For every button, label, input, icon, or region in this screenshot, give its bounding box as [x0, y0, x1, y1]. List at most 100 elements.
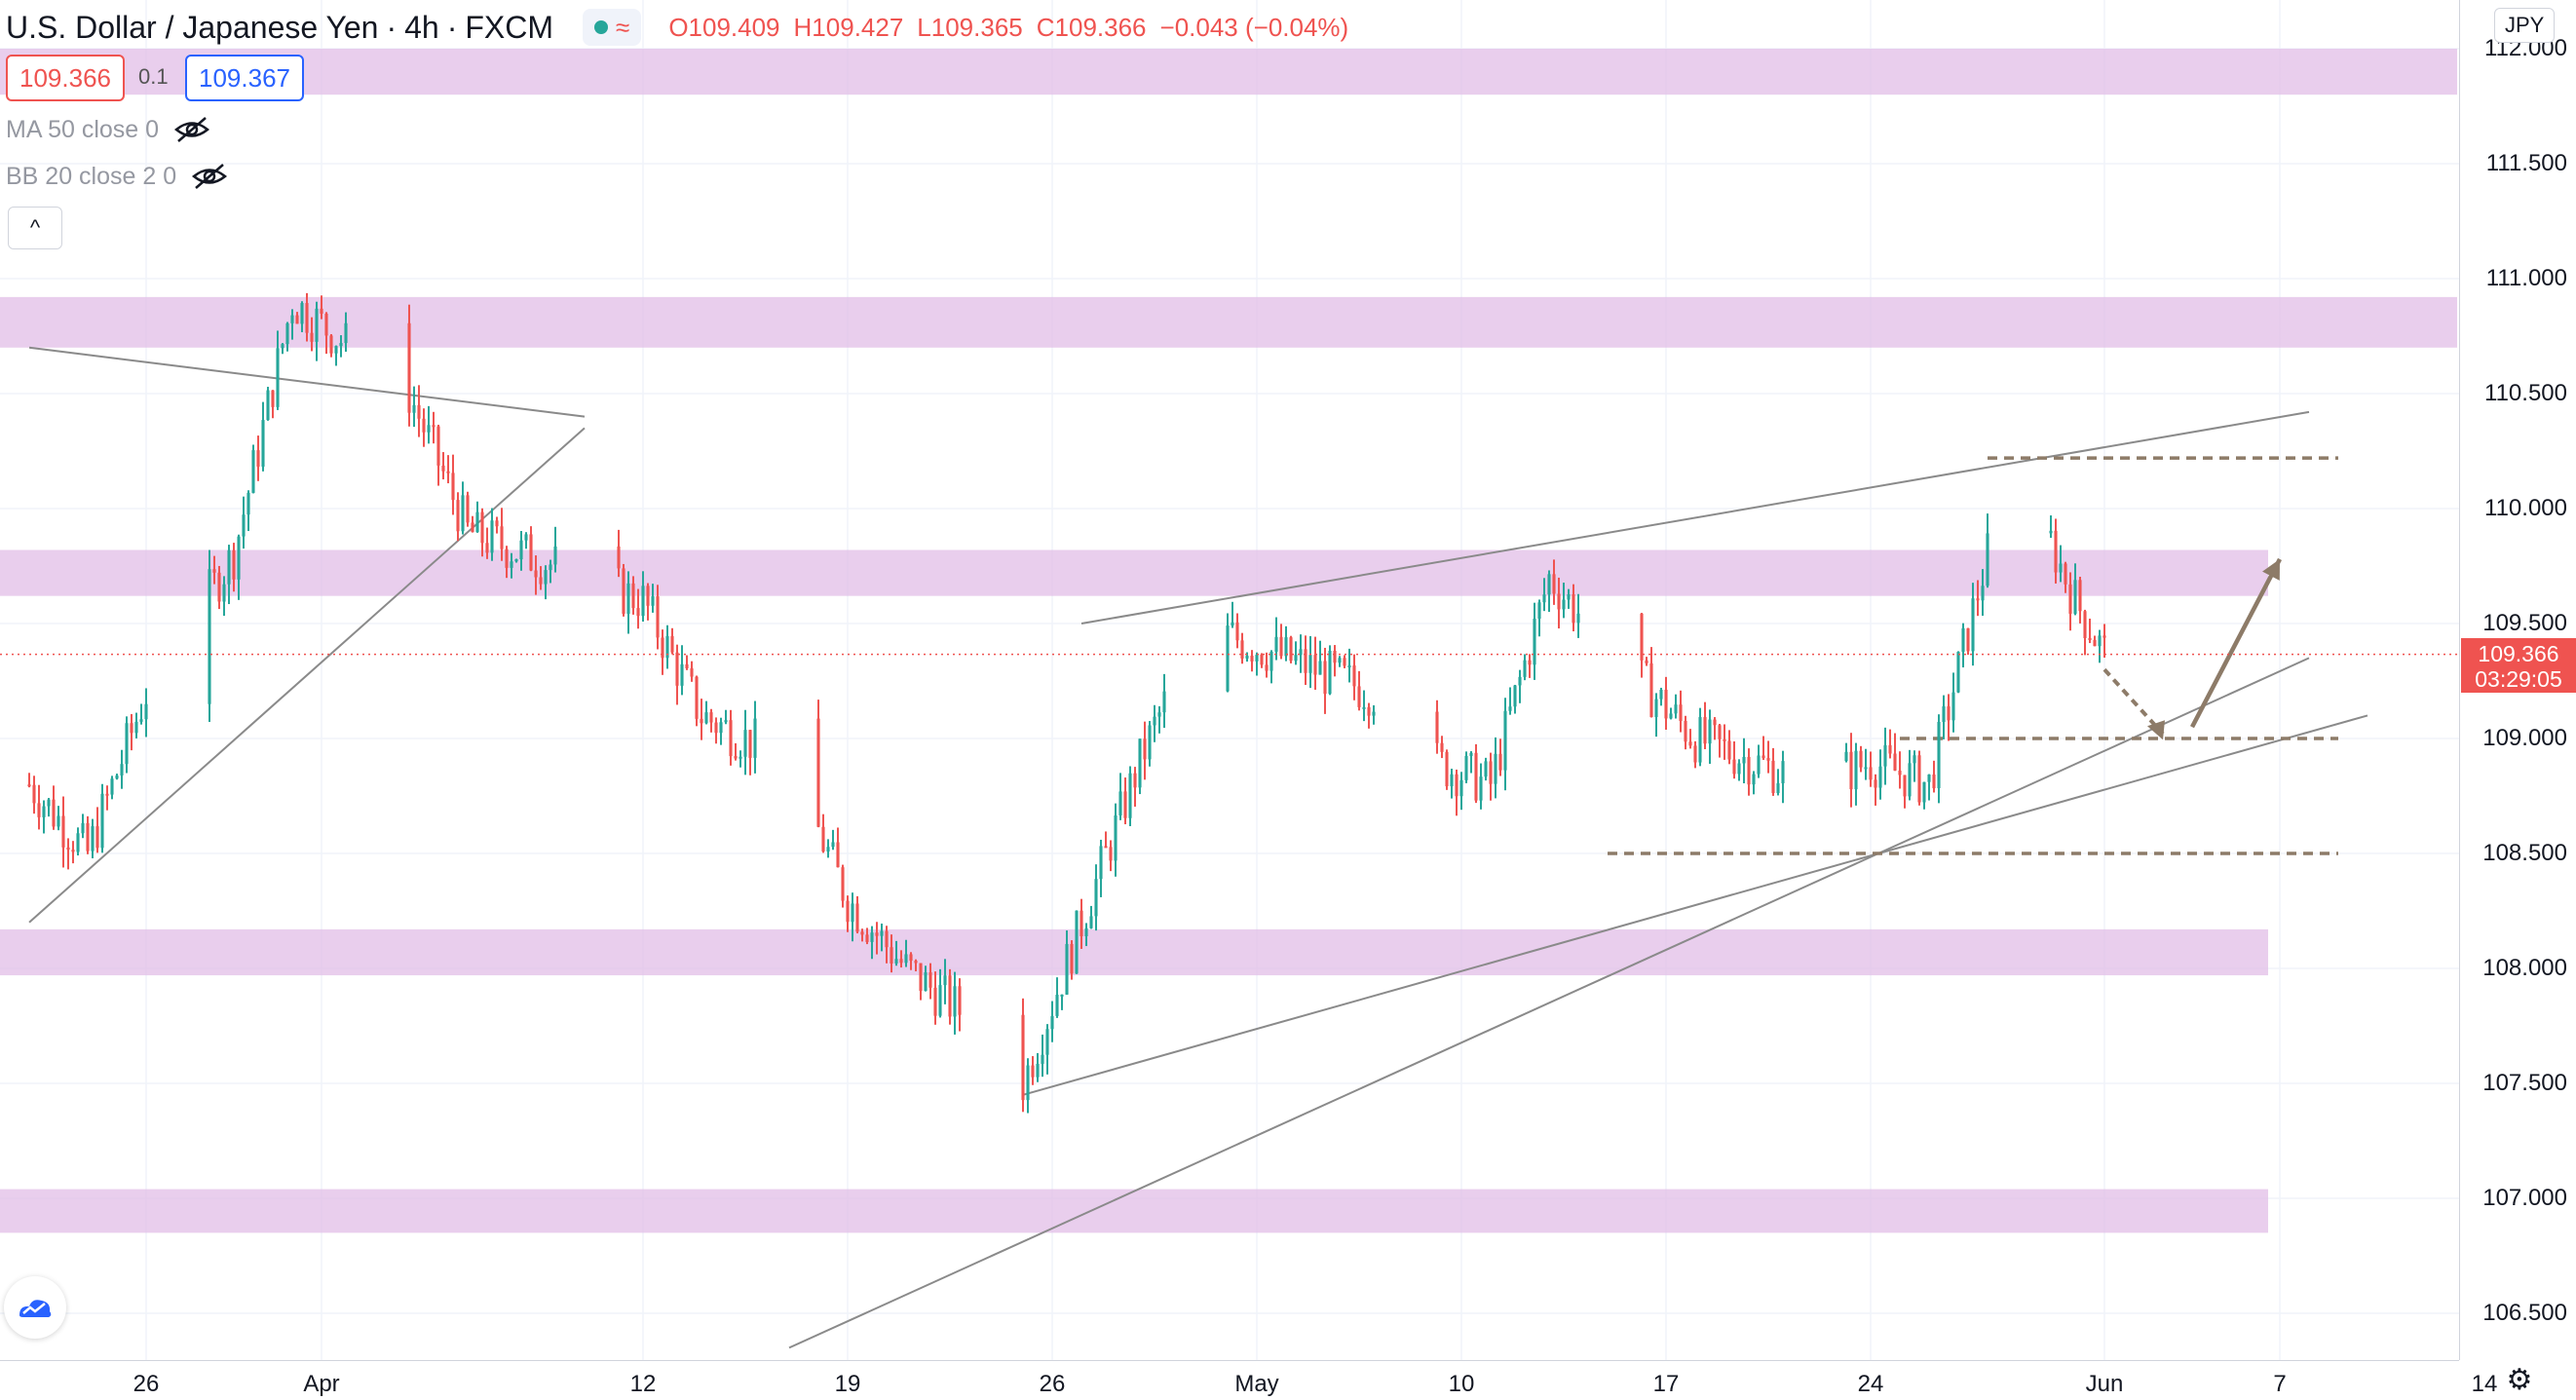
candle-body [1026, 1065, 1030, 1101]
interval-label[interactable]: 4h [404, 9, 439, 45]
candle-body [875, 932, 879, 936]
candle-body [285, 322, 289, 345]
candle-body [841, 867, 845, 901]
candle-body [134, 721, 138, 734]
candle-body [514, 559, 518, 562]
price-tick-label: 110.000 [2484, 495, 2567, 521]
candle-body [1757, 755, 1761, 775]
candlesticks [27, 292, 2106, 1114]
candle-body [729, 720, 733, 757]
candle-body [914, 961, 918, 964]
candle-body [1708, 719, 1712, 744]
candle-body [81, 822, 85, 834]
candle-body [1937, 721, 1941, 789]
candle-body [826, 847, 830, 852]
time-tick-label: May [1234, 1371, 1279, 1397]
collapse-indicators-button[interactable]: ^ [8, 207, 62, 249]
candle-body [1235, 622, 1239, 641]
candle-body [2083, 611, 2087, 638]
candle-body [1947, 705, 1951, 721]
candle-body [899, 959, 903, 964]
dashed-levels [1608, 456, 2338, 855]
price-tick-label: 111.500 [2485, 150, 2567, 176]
hidden-eye-icon[interactable] [190, 162, 229, 191]
arrowhead-down [2147, 720, 2165, 740]
symbol-title[interactable]: U.S. Dollar / Japanese Yen [6, 9, 379, 45]
trendline [1080, 410, 2310, 624]
candle-body [266, 390, 270, 421]
candle-body [943, 975, 947, 986]
candle-body [1143, 738, 1147, 760]
candle-body [544, 570, 548, 585]
candle-body [821, 826, 825, 852]
candle-body [1859, 750, 1863, 768]
tradingview-logo[interactable] [4, 1276, 66, 1339]
cloud-logo-icon [19, 1300, 52, 1317]
low-value: L109.365 [917, 12, 1023, 42]
candle-body [890, 947, 893, 964]
candle-body [675, 652, 679, 686]
candle-body [1898, 770, 1902, 776]
candle-body [938, 985, 942, 1016]
indicator-ma[interactable]: MA 50 close 0 [6, 115, 211, 144]
candle-body [1328, 650, 1332, 695]
price-axis[interactable]: 112.000 111.500 111.000 110.500 110.000 109.5… [2459, 0, 2576, 1360]
candle-body [71, 850, 75, 852]
candle-body [894, 959, 898, 964]
candle-body [2088, 637, 2092, 640]
candle-body [690, 668, 694, 677]
candle-body [656, 596, 660, 638]
candle-body [1727, 740, 1731, 760]
candle-body [86, 822, 90, 851]
candle-body [680, 663, 684, 686]
candle-body [212, 569, 216, 573]
candle-body [1041, 1054, 1044, 1064]
price-chart[interactable] [0, 0, 2459, 1360]
candle-body [271, 390, 275, 407]
candle-body [432, 425, 436, 428]
candle-body [1070, 943, 1074, 974]
candle-body [466, 495, 470, 523]
candle-body [1971, 598, 1975, 652]
price-tick-label: 107.500 [2482, 1070, 2567, 1096]
candle-body [1372, 711, 1376, 716]
candle-body [1723, 738, 1726, 741]
trendline [28, 427, 586, 924]
candle-body [534, 570, 538, 578]
time-tick-label: 10 [1448, 1371, 1475, 1397]
candle-body [646, 586, 650, 606]
zone-band [0, 549, 2268, 596]
sell-price-button[interactable]: 109.366 [6, 55, 125, 101]
time-axis[interactable]: 26 Apr 12 19 26 May 10 17 24 Jun 7 14 [0, 1360, 2497, 1400]
candle-body [1951, 692, 1955, 721]
buy-price-button[interactable]: 109.367 [185, 55, 304, 101]
time-tick-label: Jun [2085, 1371, 2124, 1397]
chart-grid [0, 0, 2459, 1360]
zone-band [0, 1189, 2268, 1233]
indicator-bb[interactable]: BB 20 close 2 0 [6, 162, 229, 191]
candle-body [139, 719, 143, 722]
zone-band [0, 296, 2457, 348]
candle-body [227, 549, 231, 585]
market-status[interactable]: ≈ [583, 9, 642, 46]
candle-body [1956, 652, 1960, 693]
candle-body [1557, 593, 1561, 610]
candle-body [1362, 706, 1366, 709]
high-value: H109.427 [793, 12, 904, 42]
arrowhead-up [2262, 558, 2280, 581]
candle-body [1976, 598, 1980, 601]
candle-body [919, 963, 923, 992]
candle-body [1333, 650, 1337, 663]
candle-body [256, 450, 260, 467]
candle-body [480, 511, 484, 544]
settings-gear-icon[interactable]: ⚙ [2506, 1363, 2533, 1396]
exchange-label: FXCM [465, 9, 554, 45]
candle-body [2049, 530, 2053, 534]
candle-body [958, 986, 962, 1015]
projected-drop-arrow [2102, 667, 2165, 736]
candle-body [1274, 636, 1278, 652]
candle-body [1021, 1014, 1025, 1101]
currency-badge[interactable]: JPY [2494, 8, 2556, 43]
candle-body [500, 526, 504, 549]
hidden-eye-icon[interactable] [172, 115, 211, 144]
